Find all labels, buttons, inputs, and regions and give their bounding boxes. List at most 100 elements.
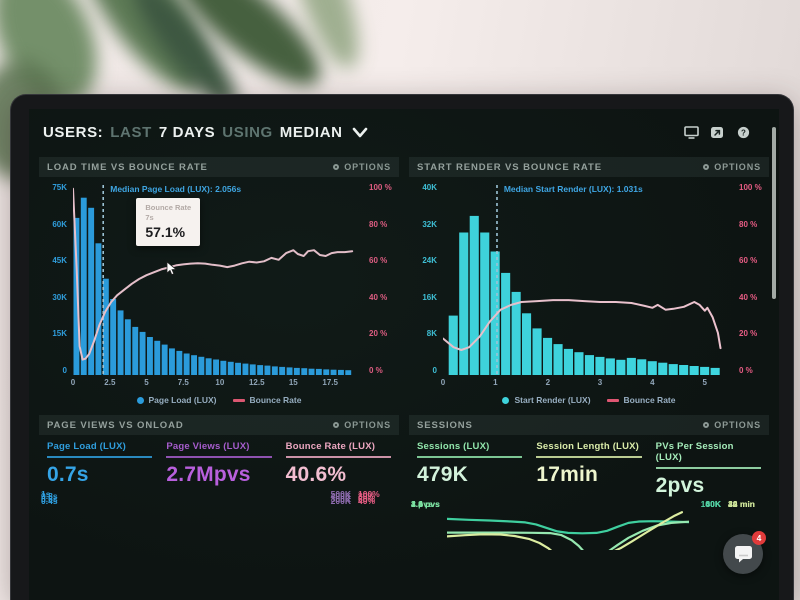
metric-underline: [655, 467, 761, 469]
axis-tick: 12.5: [248, 378, 265, 387]
axis-tick-pair: 400K 80%: [321, 491, 399, 501]
x-axis: 0 1 2 3 4 5: [441, 378, 731, 388]
axis-tick: 32K: [422, 219, 437, 229]
tooltip-title: Bounce Rate: [145, 203, 192, 213]
legend-item[interactable]: Bounce Rate: [606, 395, 676, 405]
axis-tick: 1s: [41, 488, 51, 499]
axis-tick: 60K: [52, 219, 67, 229]
topbar-7days: 7 DAYS: [158, 123, 216, 141]
axis-tick: 1: [493, 378, 498, 387]
axis-tick: 100%: [358, 488, 380, 499]
help-icon[interactable]: ?: [735, 125, 751, 139]
axis-tick: [728, 499, 766, 509]
axis-tick: 45K: [52, 256, 67, 266]
tooltip-sub: 7s: [145, 213, 154, 223]
panel-load-time-vs-bounce-rate: LOAD TIME VS BOUNCE RATE OPTIONS 75K 60K 4…: [39, 157, 399, 409]
topbar: USERS: LAST 7 DAYS USING MEDIAN ?: [39, 115, 769, 149]
axis-tick: 24K: [422, 256, 437, 266]
metric-value: 479K: [417, 463, 469, 486]
panel-title: START RENDER VS BOUNCE RATE: [417, 161, 602, 173]
chat-bubble-icon: [734, 546, 752, 563]
gear-icon: [333, 422, 340, 428]
laptop: USERS: LAST 7 DAYS USING MEDIAN ?: [10, 94, 794, 600]
date-range-selector[interactable]: USERS: LAST 7 DAYS USING MEDIAN: [43, 124, 368, 141]
axis-tick: 80 %: [739, 219, 758, 229]
axis-tick: 80%: [358, 491, 376, 502]
axis-tick: 0.4s: [41, 495, 58, 506]
axis-tick: 10: [215, 378, 225, 387]
metrics-row: Sessions (LUX) 479K Session Length (LUX) 17…: [409, 435, 769, 502]
axis-tick: 1.6 pvs: [411, 499, 440, 509]
left-axis: 40K 32K 24K 16K 8K 0: [409, 183, 437, 375]
legend-label: Bounce Rate: [623, 395, 676, 405]
legend-item[interactable]: Page Load (LUX): [136, 395, 217, 405]
axis-tick: 4 pvs: [411, 499, 433, 509]
axis-tick: 60%: [358, 493, 376, 504]
axis-tick: 5: [144, 378, 149, 387]
axis-tick: 2.5: [104, 378, 116, 387]
metric-underline: [285, 456, 391, 458]
start-render-chart[interactable]: Median Start Render (LUX): 1.031s: [443, 183, 731, 375]
axis-tick: 0: [62, 365, 67, 375]
axis-tick: 40 min: [728, 499, 755, 509]
axis-tick: 2: [545, 378, 551, 387]
legend-dot-marker: [136, 396, 144, 404]
options-label: OPTIONS: [344, 420, 391, 430]
chevron-down-icon: [352, 127, 368, 138]
axis-tick: 40K: [422, 183, 437, 192]
page-views-chart[interactable]: [77, 493, 319, 504]
axis-tick: 200K: [330, 495, 351, 506]
axis-tick: 30K: [52, 292, 67, 302]
chat-widget-button[interactable]: 4: [723, 531, 766, 574]
panel-header: SESSIONS OPTIONS: [409, 415, 769, 435]
axis-tick: 40 %: [739, 292, 758, 302]
legend-dash-marker: [606, 398, 619, 402]
options-button[interactable]: OPTIONS: [703, 162, 761, 172]
axis-tick: 500K: [330, 488, 351, 499]
axis-tick: 16K: [422, 292, 437, 302]
x-axis: 0 2.5 5 7.5 10 12.5 15 17.5: [70, 378, 361, 388]
chart-canvas: [443, 185, 722, 375]
metric-value: 2pvs: [655, 474, 705, 497]
gear-icon: [333, 164, 340, 170]
panel-header: START RENDER VS BOUNCE RATE OPTIONS: [409, 157, 769, 177]
scrollbar[interactable]: [772, 127, 776, 299]
legend-label: Bounce Rate: [249, 395, 302, 405]
axis-tick: 0: [432, 365, 437, 375]
axis-tick: 15: [288, 378, 298, 387]
metric-block: Page Views (LUX) 2.7Mpvs: [166, 441, 272, 487]
panel-title: SESSIONS: [417, 419, 473, 431]
axis-tick: 15K: [52, 329, 67, 339]
legend-item[interactable]: Start Render (LUX): [502, 395, 591, 405]
legend-item[interactable]: Bounce Rate: [232, 395, 302, 405]
axis-tick: 8K: [426, 329, 437, 339]
options-button[interactable]: OPTIONS: [333, 162, 391, 172]
axis-tick-pair: 500K 100%: [321, 489, 399, 499]
metric-block: PVs Per Session (LUX) 2pvs: [655, 441, 761, 498]
axis-tick: 32 min: [728, 499, 755, 509]
share-icon[interactable]: [709, 125, 725, 139]
axis-tick-pair: 80K 32 min: [691, 499, 769, 509]
axis-tick: 80K: [705, 499, 721, 509]
axis-tick: 5: [702, 378, 708, 387]
chart-body: 1s 0.8s 0.6s 0.4s 500K 100% 400K 80% 300K 60% 200K…: [39, 489, 399, 506]
median-annotation: Median Page Load (LUX): 2.056s: [110, 184, 242, 194]
topbar-using: USING: [222, 123, 273, 141]
panel-start-render-vs-bounce-rate: START RENDER VS BOUNCE RATE OPTIONS 40K 3…: [409, 157, 769, 409]
metric-label: Bounce Rate (LUX): [285, 441, 376, 452]
display-icon[interactable]: [683, 125, 699, 139]
options-button[interactable]: OPTIONS: [703, 420, 761, 430]
axis-tick: 0: [70, 378, 76, 387]
axis-tick-pair: 200K 40%: [321, 496, 399, 506]
topbar-users: USERS:: [43, 123, 104, 141]
axis-tick: 24 min: [728, 499, 755, 509]
axis-tick: 60 %: [369, 256, 388, 266]
axis-tick-pair: 60K 24 min: [691, 499, 769, 509]
load-time-chart[interactable]: Median Page Load (LUX): 2.056s Bounce Ra…: [73, 183, 361, 375]
axis-tick: 300K: [330, 493, 351, 504]
tooltip: Bounce Rate 7s 57.1%: [136, 198, 201, 275]
options-button[interactable]: OPTIONS: [333, 420, 391, 430]
chart-legend: Start Render (LUX) Bounce Rate: [409, 395, 769, 405]
axis-tick: 0 %: [739, 365, 753, 375]
metric-label: Sessions (LUX): [417, 441, 490, 452]
